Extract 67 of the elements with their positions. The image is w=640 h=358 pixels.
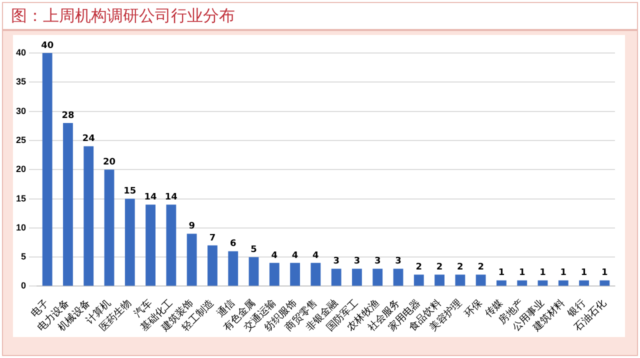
bar — [310, 262, 321, 286]
y-tick-label: 30 — [16, 106, 26, 116]
data-label: 20 — [102, 157, 116, 168]
bar — [42, 53, 52, 286]
bar — [228, 251, 238, 286]
data-label: 2 — [436, 262, 443, 272]
data-label: 4 — [271, 250, 278, 261]
data-label: 6 — [230, 239, 236, 250]
bar — [186, 234, 197, 286]
y-tick-label: 35 — [16, 76, 26, 87]
data-label: 3 — [354, 256, 360, 267]
y-tick-label: 25 — [16, 134, 26, 145]
data-label: 2 — [416, 262, 422, 272]
bar — [352, 268, 362, 286]
data-label: 1 — [580, 268, 588, 278]
bar — [579, 280, 589, 286]
y-tick-label: 5 — [20, 252, 26, 262]
bar — [104, 170, 114, 286]
data-label: 3 — [374, 256, 381, 267]
data-label: 5 — [250, 244, 257, 255]
data-label: 1 — [498, 268, 505, 278]
y-tick-label: 15 — [16, 193, 26, 204]
data-label: 1 — [560, 268, 567, 278]
data-label: 24 — [82, 134, 95, 144]
bar — [600, 280, 610, 286]
data-label: 14 — [164, 192, 178, 202]
bar — [434, 274, 444, 286]
bar — [538, 280, 548, 286]
data-label: 9 — [188, 222, 195, 232]
bar — [63, 122, 73, 286]
bar — [84, 146, 94, 286]
bar — [146, 204, 156, 286]
bar — [558, 280, 568, 286]
data-label: 2 — [478, 262, 484, 272]
bar — [455, 274, 466, 286]
data-label: 4 — [292, 250, 298, 261]
y-tick-label: 20 — [16, 164, 26, 174]
data-label: 40 — [41, 40, 54, 51]
data-label: 15 — [124, 186, 136, 197]
bar — [372, 268, 383, 286]
bar — [331, 268, 342, 286]
data-label: 28 — [62, 110, 74, 121]
y-tick-label: 0 — [20, 280, 26, 291]
data-label: 1 — [518, 268, 526, 278]
bar — [269, 262, 280, 286]
y-tick-label: 10 — [16, 222, 26, 232]
data-label: 1 — [602, 268, 608, 278]
data-label: 7 — [209, 233, 216, 244]
x-tick-label: 环保 — [462, 298, 485, 320]
bar — [476, 274, 486, 286]
bar — [166, 204, 176, 286]
data-label: 3 — [395, 256, 402, 267]
bar — [290, 262, 300, 286]
bar — [393, 268, 404, 286]
data-label: 14 — [144, 192, 157, 202]
bar — [496, 280, 506, 286]
bar — [124, 198, 135, 286]
data-label: 3 — [333, 256, 340, 267]
data-label: 2 — [457, 262, 464, 272]
chart-title: 图：上周机构调研公司行业分布 — [3, 3, 637, 31]
bar — [517, 280, 528, 286]
bar — [208, 245, 218, 286]
bar — [414, 274, 424, 286]
bar — [248, 257, 259, 286]
y-tick-label: 40 — [16, 47, 26, 58]
data-label: 4 — [312, 250, 319, 261]
data-label: 1 — [540, 268, 546, 278]
